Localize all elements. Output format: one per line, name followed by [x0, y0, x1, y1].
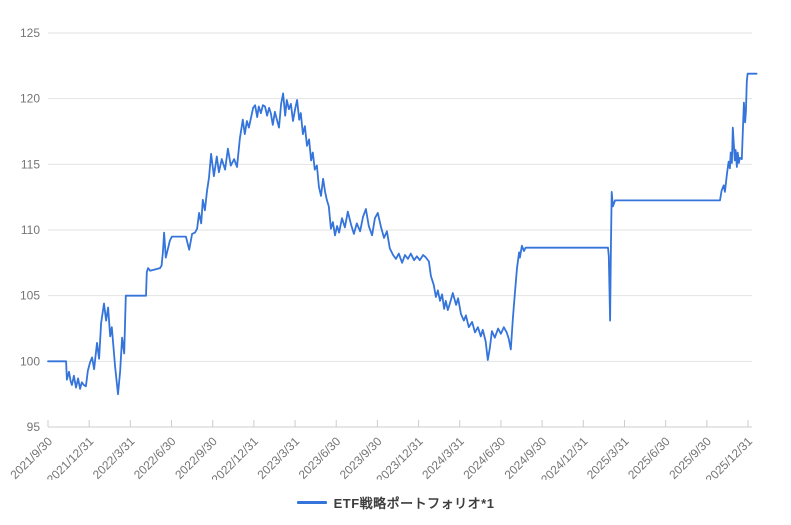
y-tick-label: 125 [20, 26, 40, 40]
x-tick-label: 2025/6/30 [625, 434, 673, 480]
y-tick-label: 120 [20, 92, 40, 106]
y-tick-label: 115 [21, 157, 40, 171]
x-tick-label: 2024/3/31 [419, 434, 467, 480]
chart-legend-item[interactable]: ETF戦略ポートフォリオ*1 [0, 493, 791, 512]
legend-line-swatch [296, 501, 327, 504]
x-tick-label: 2022/3/31 [90, 434, 138, 480]
x-tick-label: 2024/6/30 [460, 434, 508, 480]
y-tick-label: 105 [20, 289, 40, 303]
y-tick-label: 110 [21, 223, 40, 237]
x-tick-label: 2025/3/31 [584, 434, 632, 480]
series-line-etf-portfolio [47, 72, 758, 396]
legend-series-label: ETF戦略ポートフォリオ*1 [333, 496, 495, 511]
y-tick-label: 95 [27, 420, 41, 434]
x-tick-label: 2023/6/30 [296, 434, 344, 480]
x-tick-label: 2022/6/30 [131, 434, 179, 480]
y-tick-label: 100 [20, 354, 40, 368]
x-tick-label: 2023/3/31 [255, 434, 303, 480]
line-chart-canvas: 951001051101151201252021/9/302021/12/312… [7, 26, 758, 480]
